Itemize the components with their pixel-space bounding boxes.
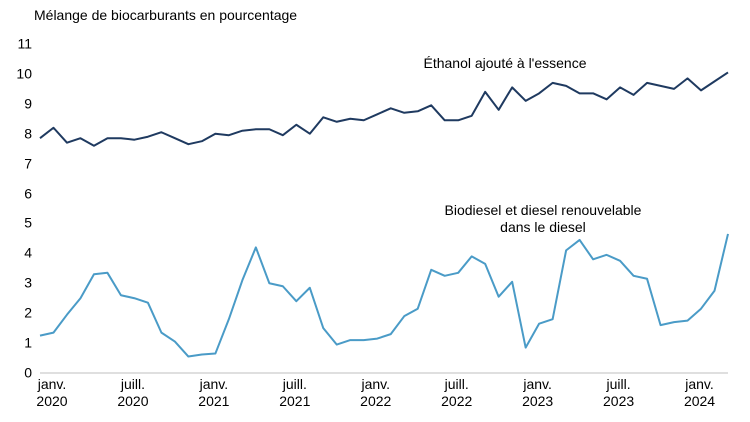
y-tick-label: 8 bbox=[24, 125, 32, 142]
y-tick-label: 6 bbox=[24, 185, 32, 202]
x-tick-label: janv. 2024 bbox=[683, 376, 716, 409]
y-tick-label: 10 bbox=[16, 65, 32, 82]
y-tick-label: 4 bbox=[24, 244, 32, 261]
x-tick-label: janv. 2021 bbox=[198, 376, 230, 409]
y-tick-label: 2 bbox=[24, 304, 32, 321]
y-tick-label: 1 bbox=[24, 334, 32, 351]
x-tick-label: janv. 2020 bbox=[36, 376, 68, 409]
x-tick-label: juill. 2023 bbox=[603, 376, 635, 409]
x-tick-label: juill. 2021 bbox=[279, 376, 311, 409]
y-tick-label: 0 bbox=[24, 364, 32, 381]
y-tick-label: 3 bbox=[24, 274, 32, 291]
y-tick-label: 11 bbox=[17, 35, 32, 52]
series-line bbox=[39, 71, 729, 147]
x-tick-label: janv. 2023 bbox=[522, 376, 554, 409]
y-tick-label: 5 bbox=[24, 214, 32, 231]
series-label: Éthanol ajouté à l'essence bbox=[423, 55, 587, 71]
series-line bbox=[39, 233, 729, 358]
x-tick-label: juill. 2020 bbox=[117, 376, 149, 409]
series-label: Biodiesel et diesel renouvelable dans le… bbox=[444, 202, 642, 235]
chart-title: Mélange de biocarburants en pourcentage bbox=[34, 7, 298, 23]
x-tick-label: janv. 2022 bbox=[360, 376, 392, 409]
y-tick-label: 7 bbox=[24, 155, 32, 172]
y-tick-label: 9 bbox=[24, 95, 32, 112]
x-tick-label: juill. 2022 bbox=[441, 376, 473, 409]
